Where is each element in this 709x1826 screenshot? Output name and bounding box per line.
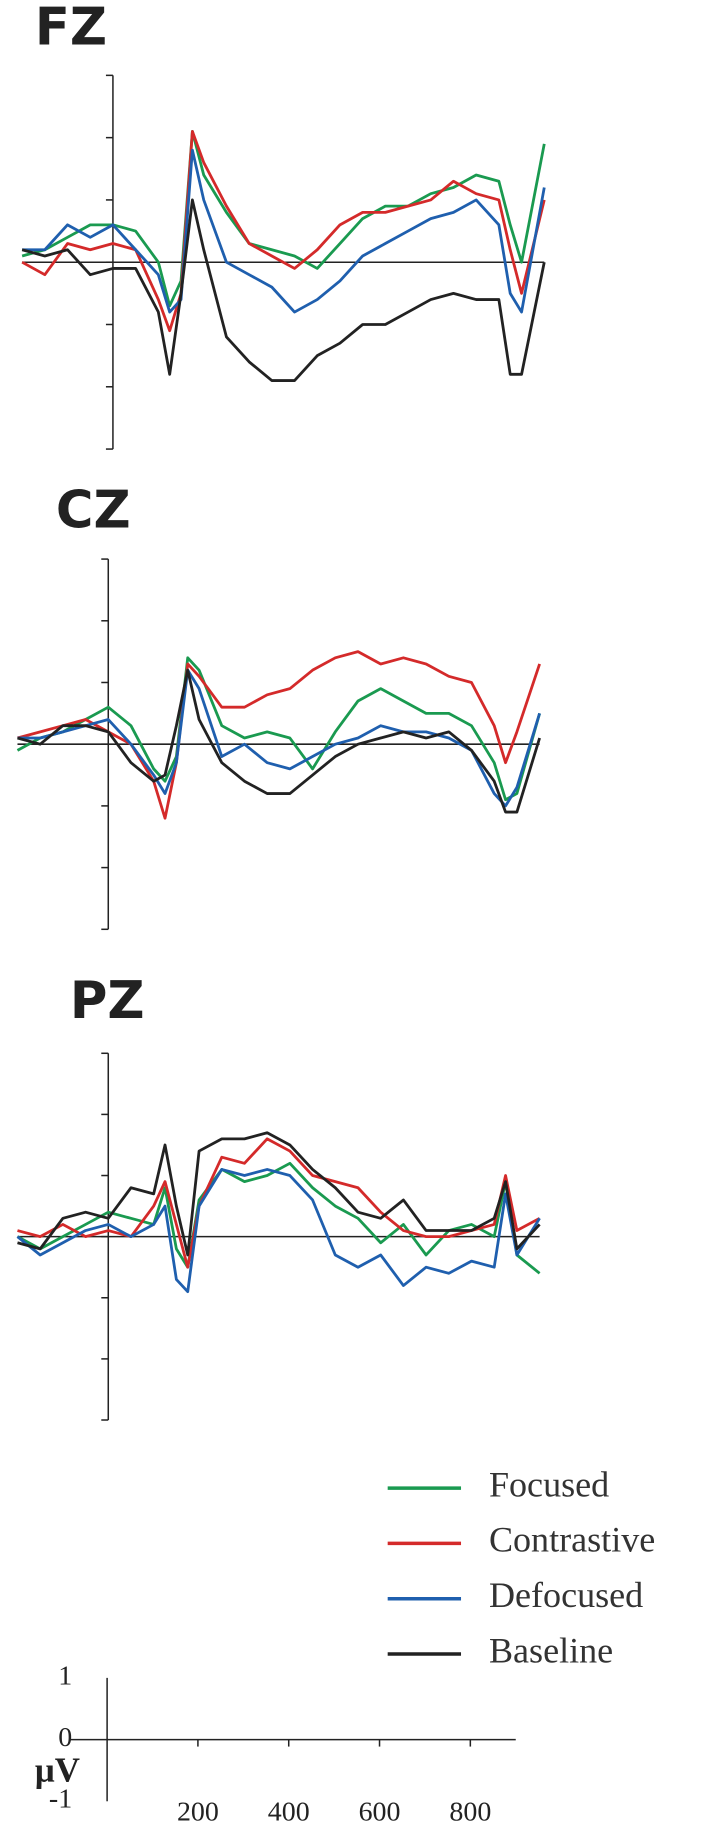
series-line bbox=[17, 650, 541, 820]
y-tick-label: 0 bbox=[58, 1722, 72, 1753]
series-line bbox=[21, 198, 546, 382]
x-tick-label: 200 bbox=[177, 1796, 219, 1826]
series-line bbox=[22, 148, 546, 314]
y-tick-label: -1 bbox=[49, 1784, 72, 1815]
x-tick-label: 800 bbox=[449, 1796, 491, 1826]
y-tick-label: 1 bbox=[58, 1660, 72, 1691]
x-tick-label: 400 bbox=[268, 1796, 310, 1826]
legend-label: Defocused bbox=[489, 1575, 643, 1615]
series-line bbox=[21, 130, 546, 308]
legend-label: Focused bbox=[489, 1464, 609, 1504]
series-line bbox=[16, 1168, 541, 1294]
series-line bbox=[17, 668, 541, 814]
legend-label: Baseline bbox=[489, 1630, 613, 1670]
legend-label: Contrastive bbox=[489, 1520, 655, 1560]
series-line bbox=[17, 668, 541, 808]
series-line bbox=[21, 130, 546, 333]
series-line bbox=[16, 1161, 541, 1275]
panel-title: PZ bbox=[70, 971, 145, 1031]
panel-title: FZ bbox=[35, 0, 107, 58]
panel-title: CZ bbox=[56, 481, 131, 541]
series-line bbox=[17, 1131, 541, 1257]
y-axis-label: μV bbox=[35, 1750, 80, 1789]
series-line bbox=[16, 656, 541, 802]
series-line bbox=[17, 1137, 541, 1269]
x-tick-label: 600 bbox=[359, 1796, 401, 1826]
